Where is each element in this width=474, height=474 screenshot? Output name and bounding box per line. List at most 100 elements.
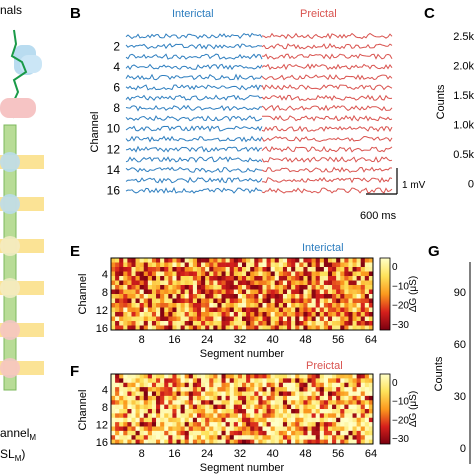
heatmap-cell xyxy=(364,267,370,272)
heatmap-cell xyxy=(127,382,132,388)
heatmap-cell xyxy=(250,303,255,308)
heatmap-cell xyxy=(221,271,226,277)
heatmap-cell xyxy=(291,374,296,379)
heatmap-cell xyxy=(266,321,271,326)
heatmap-cell xyxy=(278,439,284,445)
heatmap-cell xyxy=(151,325,157,331)
heatmap-cell xyxy=(270,374,276,379)
heatmap-cell xyxy=(340,267,345,272)
heatmap-cell xyxy=(119,262,124,268)
heatmap-cell xyxy=(184,417,190,423)
heatmap-cell xyxy=(151,409,157,414)
interictal-trace xyxy=(125,186,263,194)
heatmap-cell xyxy=(323,404,329,410)
heatmap-cell xyxy=(291,316,296,322)
preictal-trace xyxy=(261,187,393,194)
heatmap-cell xyxy=(127,312,132,317)
heatmap-cell xyxy=(237,267,243,272)
preictal-trace xyxy=(261,73,393,81)
heatmap-cell xyxy=(360,404,366,410)
heatmap-cell xyxy=(246,267,251,272)
preictal-trace xyxy=(261,94,393,102)
heatmap-cell xyxy=(217,262,222,268)
heatmap-cell xyxy=(131,430,136,436)
panel_e-ytick-label: 4 xyxy=(102,269,108,281)
heatmap-cell xyxy=(311,316,316,322)
heatmap-cell xyxy=(176,409,181,414)
heatmap-cell xyxy=(127,435,132,440)
heatmap-cell xyxy=(258,298,263,304)
heatmap-cell xyxy=(123,417,128,423)
heatmap-cell xyxy=(274,276,280,281)
heatmap-cell xyxy=(160,267,165,272)
heatmap-cell xyxy=(143,307,149,313)
heatmap-cell xyxy=(270,271,276,277)
heatmap-cell xyxy=(287,325,292,331)
heatmap-cell xyxy=(262,400,267,405)
heatmap-cell xyxy=(151,382,157,388)
heatmap-cell xyxy=(332,276,337,281)
heatmap-cell xyxy=(323,395,329,401)
heatmap-cell xyxy=(307,430,312,436)
heatmap-cell xyxy=(156,413,161,419)
heatmap-cell xyxy=(356,325,362,331)
heatmap-cell xyxy=(270,382,276,388)
heatmap-cell xyxy=(266,435,271,440)
heatmap-cell xyxy=(344,391,349,397)
heatmap-cell xyxy=(135,303,140,308)
heatmap-cell xyxy=(115,404,120,410)
heatmap-cell xyxy=(327,404,333,410)
heatmap-cell xyxy=(340,422,345,427)
heatmap-cell xyxy=(188,271,194,277)
heatmap-cell xyxy=(139,285,145,290)
heatmap-cell xyxy=(164,307,169,313)
heatmap-cell xyxy=(278,258,284,263)
heatmap-cell xyxy=(119,435,124,440)
heatmap-cell xyxy=(278,325,284,331)
heatmap-cell xyxy=(225,271,231,277)
heatmap-cell xyxy=(274,439,280,445)
heatmap-cell xyxy=(307,378,312,384)
heatmap-cell xyxy=(221,426,226,432)
heatmap-cell xyxy=(303,430,308,436)
heatmap-cell xyxy=(225,298,231,304)
heatmap-cell xyxy=(319,426,325,432)
heatmap-cell xyxy=(295,374,300,379)
panel-e-ylabel: Channel xyxy=(77,274,89,315)
heatmap-cell xyxy=(188,374,194,379)
heatmap-cell xyxy=(262,374,267,379)
heatmap-cell xyxy=(287,271,292,277)
heatmap-cell xyxy=(151,413,157,419)
heatmap-cell xyxy=(127,422,132,427)
heatmap-cell xyxy=(237,413,243,419)
heatmap-cell xyxy=(311,276,316,281)
heatmap-cell xyxy=(196,303,202,308)
heatmap-cell xyxy=(213,435,218,440)
heatmap-cell xyxy=(188,289,194,295)
heatmap-cell xyxy=(364,422,370,427)
heatmap-cell xyxy=(287,382,292,388)
heatmap-cell xyxy=(246,409,251,414)
heatmap-cell xyxy=(192,404,198,410)
heatmap-cell xyxy=(307,391,312,397)
heatmap-cell xyxy=(303,422,308,427)
heatmap-cell xyxy=(188,280,194,286)
heatmap-cell xyxy=(360,374,366,379)
heatmap-cell xyxy=(172,267,177,272)
heatmap-cell xyxy=(307,325,312,331)
heatmap-cell xyxy=(303,289,308,295)
heatmap-cell xyxy=(184,387,190,392)
heatmap-cell xyxy=(151,307,157,313)
heatmap-cell xyxy=(139,400,145,405)
heatmap-cell xyxy=(172,271,177,277)
heatmap-cell xyxy=(205,378,210,384)
heatmap-cell xyxy=(303,409,308,414)
heatmap-cell xyxy=(360,426,366,432)
heatmap-cell xyxy=(237,400,243,405)
heatmap-cell xyxy=(340,426,345,432)
heatmap-cell xyxy=(356,307,362,313)
heatmap-cell xyxy=(278,374,284,379)
pink-blob xyxy=(0,98,36,118)
heatmap-cell xyxy=(348,271,353,277)
heatmap-cell xyxy=(123,430,128,436)
